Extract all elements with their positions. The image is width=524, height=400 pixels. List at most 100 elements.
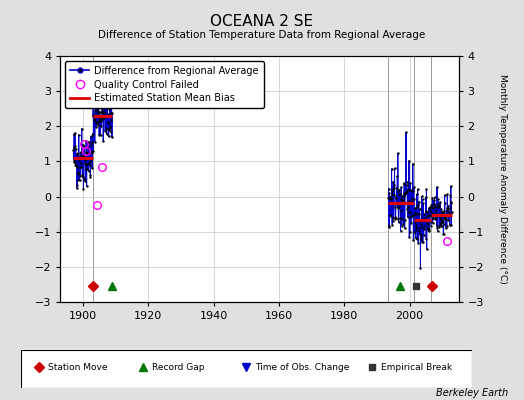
Point (73, 182, 81, 188)
Point (409, 160, 417, 167)
Point (434, 196, 442, 202)
Point (99, 114, 107, 120)
Point (408, 196, 416, 202)
Point (441, 212, 450, 218)
Point (417, 221, 425, 227)
Point (76, 153, 84, 159)
Text: Empirical Break: Empirical Break (381, 362, 453, 372)
Point (106, 123, 115, 130)
Point (392, 194, 400, 200)
Point (102, 102, 110, 109)
Point (433, 184, 441, 190)
Point (417, 236, 425, 242)
Point (410, 229, 419, 235)
Point (409, 188, 417, 194)
Point (393, 173, 401, 180)
Point (103, 83, 112, 90)
Point (428, 210, 436, 216)
Point (411, 210, 419, 216)
Point (431, 216, 440, 222)
Point (401, 190, 410, 197)
Point (414, 198, 423, 205)
Point (443, 223, 451, 229)
Point (391, 204, 399, 210)
Point (384, 195, 392, 201)
Point (422, 246, 431, 252)
Point (424, 220, 432, 227)
Point (416, 231, 424, 237)
Point (413, 186, 422, 192)
Point (423, 220, 431, 226)
Point (75, 177, 84, 184)
Point (87, 133, 95, 140)
Point (81, 178, 90, 184)
Point (434, 203, 443, 210)
Point (89, 130, 97, 137)
Point (411, 235, 420, 241)
Point (413, 204, 422, 210)
Point (101, 113, 109, 120)
Point (401, 217, 409, 223)
Point (99, 109, 107, 116)
FancyBboxPatch shape (21, 350, 472, 388)
Point (403, 214, 412, 220)
Point (85, 160, 93, 166)
Point (74, 169, 82, 176)
Point (391, 214, 399, 220)
Point (398, 216, 407, 222)
Point (91, 116, 99, 122)
Point (80, 152, 89, 158)
Point (71, 142, 80, 149)
Point (444, 202, 452, 209)
Point (396, 201, 404, 208)
Point (429, 204, 437, 211)
Point (420, 232, 428, 238)
Point (74, 150, 82, 156)
Point (391, 215, 400, 221)
Point (394, 215, 402, 222)
Point (434, 203, 443, 210)
Point (387, 213, 396, 219)
Point (90, 116, 99, 123)
Point (72, 162, 80, 168)
Point (104, 119, 113, 126)
Point (398, 196, 406, 203)
Point (104, 133, 113, 140)
Point (396, 215, 405, 222)
Point (436, 214, 444, 220)
Text: Time of Obs. Change: Time of Obs. Change (255, 362, 350, 372)
Point (429, 220, 437, 226)
Point (421, 223, 429, 229)
Point (442, 216, 451, 222)
Point (407, 219, 415, 226)
Point (102, 94, 111, 100)
Point (398, 193, 407, 199)
Point (394, 188, 402, 195)
Point (437, 219, 445, 226)
Point (394, 150, 402, 156)
Point (88, 165, 96, 171)
Point (106, 92, 114, 98)
Point (94, 111, 102, 118)
Point (92, 119, 101, 126)
Point (427, 223, 435, 229)
Point (420, 226, 429, 232)
Point (386, 212, 395, 218)
Point (415, 228, 423, 234)
Point (421, 208, 430, 214)
Point (444, 217, 453, 224)
Point (69, 157, 78, 163)
Point (86, 142, 95, 148)
Point (413, 236, 421, 242)
Point (425, 228, 433, 234)
Point (395, 187, 403, 193)
Point (439, 230, 447, 237)
Point (77, 149, 85, 155)
Point (95, 118, 103, 124)
Point (424, 226, 433, 232)
Point (436, 223, 445, 229)
Point (407, 213, 416, 219)
Point (416, 206, 424, 212)
Point (409, 196, 418, 203)
Point (427, 219, 435, 226)
